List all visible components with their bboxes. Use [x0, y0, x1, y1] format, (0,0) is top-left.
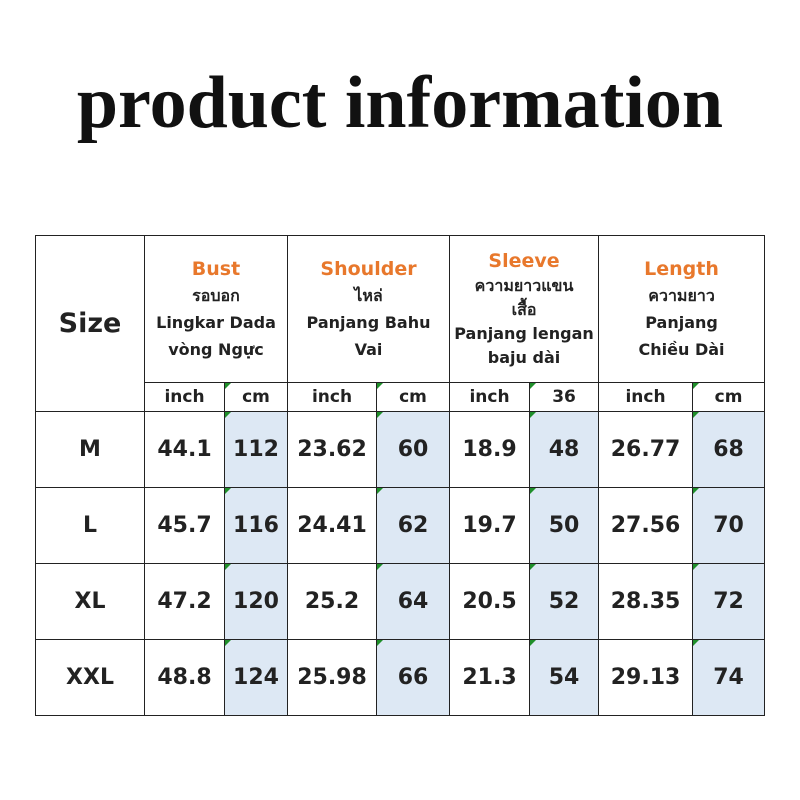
group-line: ความยาว: [648, 285, 715, 305]
size-cell: M: [35, 411, 145, 488]
value-cell: 19.7: [449, 487, 531, 564]
header-row: Size Bust รอบอก Lingkar Dada vòng Ngực Should…: [35, 235, 766, 412]
group-line: รอบอก: [192, 285, 240, 305]
size-cell: XL: [35, 563, 145, 640]
group-line: vòng Ngực: [168, 339, 264, 359]
size-header: Size: [35, 235, 145, 412]
value-cell: 124: [224, 639, 288, 716]
value-cell: 27.56: [598, 487, 694, 564]
unit-row: inch cm inch cm inch 36 inch cm: [36, 382, 766, 412]
value-cell: 72: [692, 563, 766, 640]
value-cell: 54: [529, 639, 600, 716]
group-name: Length: [644, 257, 719, 280]
value-cell: 25.2: [287, 563, 377, 640]
value-cell: 112: [224, 411, 288, 488]
size-cell: L: [35, 487, 145, 564]
data-row: XL 47.2 120 25.2 64 20.5 52 28.35 72: [35, 563, 766, 640]
group-name: Bust: [191, 257, 241, 280]
group-line: Panjang Bahu: [306, 312, 431, 332]
value-cell: 18.9: [449, 411, 531, 488]
group-line: Panjang: [645, 312, 718, 332]
data-row: XXL 48.8 124 25.98 66 21.3 54 29.13 74: [35, 639, 766, 716]
value-cell: 64: [375, 563, 451, 640]
value-cell: 74: [692, 639, 766, 716]
value-cell: 120: [224, 563, 288, 640]
unit-cell: cm: [692, 382, 766, 412]
value-cell: 26.77: [598, 411, 694, 488]
value-cell: 66: [375, 639, 451, 716]
group-header: Shoulder ไหล่ Panjang Bahu Vai: [286, 235, 451, 383]
group-header: Bust รอบอก Lingkar Dada vòng Ngực: [144, 235, 288, 383]
group-line: Panjang lengan: [454, 324, 594, 343]
value-cell: 45.7: [144, 487, 225, 564]
group-header: Sleeve ความยาวแขนเสื้อ Panjang lengan baju …: [449, 235, 600, 383]
group-line: ความยาวแขน: [474, 276, 574, 295]
value-cell: 50: [529, 487, 600, 564]
group-line: ไหล่: [354, 285, 383, 305]
value-cell: 60: [375, 411, 451, 488]
value-cell: 48: [529, 411, 600, 488]
group-line: baju dài: [487, 348, 561, 367]
group-line: เสื้อ: [511, 300, 537, 319]
page-title: product information: [76, 62, 724, 144]
data-row: M 44.1 112 23.62 60 18.9 48 26.77 68: [35, 411, 766, 488]
group-line: Vai: [354, 339, 383, 359]
value-cell: 48.8: [144, 639, 225, 716]
value-cell: 20.5: [449, 563, 531, 640]
value-cell: 68: [692, 411, 766, 488]
value-cell: 52: [529, 563, 600, 640]
group-name: Shoulder: [320, 257, 417, 280]
unit-cell: cm: [375, 382, 451, 412]
data-row: L 45.7 116 24.41 62 19.7 50 27.56 70: [35, 487, 766, 564]
group-header: Length ความยาว Panjang Chiều Dài: [598, 235, 766, 383]
value-cell: 116: [224, 487, 288, 564]
size-table: Size Bust รอบอก Lingkar Dada vòng Ngực Should…: [35, 235, 766, 716]
value-cell: 23.62: [287, 411, 377, 488]
value-cell: 24.41: [287, 487, 377, 564]
value-cell: 44.1: [144, 411, 225, 488]
unit-cell: inch: [144, 382, 225, 412]
unit-cell: inch: [287, 382, 377, 412]
unit-cell: cm: [224, 382, 288, 412]
value-cell: 28.35: [598, 563, 694, 640]
unit-cell: inch: [598, 382, 694, 412]
size-cell: XXL: [35, 639, 145, 716]
value-cell: 70: [692, 487, 766, 564]
value-cell: 29.13: [598, 639, 694, 716]
value-cell: 62: [375, 487, 451, 564]
value-cell: 47.2: [144, 563, 225, 640]
value-cell: 25.98: [287, 639, 377, 716]
group-name: Sleeve: [488, 250, 560, 272]
unit-cell: 36: [529, 382, 600, 412]
group-line: Chiều Dài: [638, 339, 725, 359]
group-line: Lingkar Dada: [156, 312, 276, 332]
unit-cell: inch: [449, 382, 531, 412]
value-cell: 21.3: [449, 639, 531, 716]
